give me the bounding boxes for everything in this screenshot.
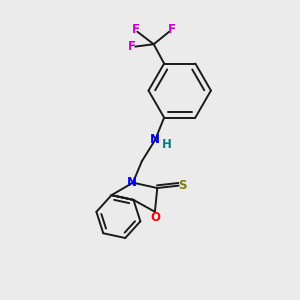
Text: N: N <box>127 176 137 189</box>
Text: H: H <box>162 138 171 151</box>
Text: F: F <box>132 23 140 36</box>
Text: S: S <box>178 178 187 192</box>
Text: O: O <box>151 211 160 224</box>
Text: F: F <box>167 23 175 36</box>
Text: N: N <box>150 133 160 146</box>
Text: F: F <box>128 40 136 53</box>
